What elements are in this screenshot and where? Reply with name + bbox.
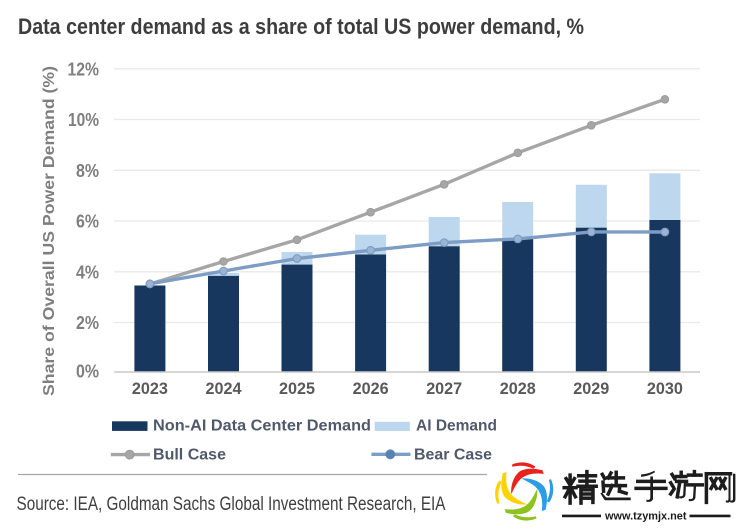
svg-text:Share of Overall US Power Dema: Share of Overall US Power Demand (%) — [41, 66, 58, 396]
svg-text:Bear Case: Bear Case — [414, 446, 492, 463]
svg-text:2028: 2028 — [500, 379, 536, 398]
svg-text:12%: 12% — [68, 59, 100, 79]
svg-text:2023: 2023 — [132, 379, 168, 398]
svg-text:0%: 0% — [76, 362, 99, 382]
svg-text:www.tzymjx.net: www.tzymjx.net — [604, 511, 687, 523]
svg-text:2027: 2027 — [426, 379, 462, 398]
svg-text:2025: 2025 — [279, 379, 315, 398]
svg-text:2%: 2% — [76, 313, 99, 333]
svg-text:Source: IEA, Goldman Sachs Glo: Source: IEA, Goldman Sachs Global Invest… — [17, 494, 446, 515]
svg-text:10%: 10% — [68, 110, 99, 130]
svg-text:8%: 8% — [76, 161, 99, 181]
svg-text:6%: 6% — [76, 212, 99, 232]
svg-text:Bull Case: Bull Case — [153, 446, 226, 463]
svg-text:2026: 2026 — [353, 379, 389, 398]
svg-text:Non-AI Data Center Demand: Non-AI Data Center Demand — [153, 418, 371, 435]
svg-text:2024: 2024 — [206, 379, 243, 398]
svg-text:2030: 2030 — [647, 379, 683, 398]
svg-text:4%: 4% — [76, 262, 99, 282]
svg-text:2029: 2029 — [573, 379, 609, 398]
svg-text:Data center demand as a share: Data center demand as a share of total U… — [18, 14, 584, 39]
svg-text:AI Demand: AI Demand — [416, 418, 497, 435]
